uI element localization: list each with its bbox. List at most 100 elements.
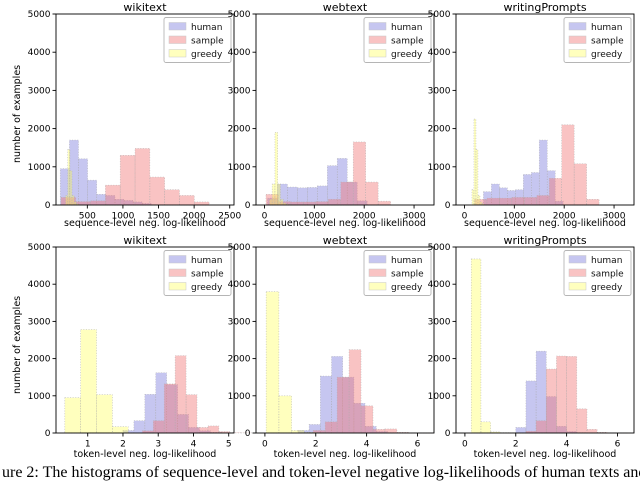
histogram-bar (150, 177, 165, 205)
y-tick-label: 0 (45, 429, 51, 439)
legend-swatch-greedy (169, 50, 186, 58)
legend-swatch-greedy (369, 283, 386, 291)
legend-label-greedy: greedy (391, 283, 423, 293)
histogram-bar (328, 199, 340, 205)
histogram-bar (471, 259, 481, 433)
y-tick-label: 0 (45, 201, 51, 211)
histogram-bar (587, 199, 599, 205)
histogram-bar (186, 395, 197, 433)
y-tick-label: 0 (245, 201, 251, 211)
histogram-bar (353, 142, 365, 205)
y-tick-label: 2000 (228, 355, 251, 365)
y-tick-label: 1000 (428, 392, 451, 402)
x-axis-label-seq-writingprompts: sequence-level neg. log-likelihood (456, 218, 634, 229)
legend-label-human: human (391, 23, 422, 33)
histogram-bar (316, 202, 328, 205)
histogram-bar (175, 356, 186, 433)
y-tick-label: 1000 (428, 163, 451, 173)
histogram-bar (567, 356, 577, 433)
histogram-bar (194, 202, 209, 205)
histogram-bar (291, 202, 303, 205)
legend-swatch-human (569, 23, 586, 31)
x-axis-label-seq-webtext: sequence-level neg. log-likelihood (256, 218, 434, 229)
histogram-bar (179, 195, 194, 205)
y-tick-label: 4000 (428, 48, 451, 58)
histogram-bar (562, 125, 574, 205)
x-tick-label: 2 (513, 440, 519, 450)
legend-swatch-human (169, 23, 186, 31)
y-tick-label: 3000 (428, 86, 451, 96)
y-tick-label: 3000 (228, 86, 251, 96)
plot-title-seq-webtext: webtext (256, 1, 434, 14)
plot-title-tok-writingprompts: writingPrompts (456, 234, 634, 247)
histogram-bar (524, 197, 536, 205)
legend-label-greedy: greedy (591, 283, 623, 293)
histogram-bar (197, 427, 208, 433)
histogram-bar (537, 195, 549, 205)
y-tick-label: 4000 (228, 48, 251, 58)
legend-label-human: human (391, 256, 422, 266)
y-tick-label: 4000 (28, 48, 51, 58)
histogram-bar (480, 202, 482, 205)
histogram-bar (361, 406, 373, 433)
histogram-bar (574, 164, 586, 205)
legend-label-greedy: greedy (591, 50, 623, 60)
legend-label-greedy: greedy (191, 283, 223, 293)
histogram-bar (208, 426, 219, 433)
x-tick-label: 4 (364, 440, 370, 450)
histogram-bar (97, 395, 113, 433)
legend-swatch-greedy (169, 283, 186, 291)
histogram-bar (536, 421, 546, 433)
histogram-bar (487, 198, 499, 205)
x-tick-label: 3 (155, 440, 161, 450)
histogram-bar (278, 184, 281, 205)
legend-swatch-greedy (569, 283, 586, 291)
y-tick-label: 5000 (428, 243, 451, 253)
legend-label-greedy: greedy (191, 50, 223, 60)
histogram-bar (66, 195, 68, 205)
histogram-bar (74, 202, 76, 205)
x-tick-label: 4 (191, 440, 197, 450)
legend-swatch-greedy (569, 50, 586, 58)
histogram-bar (481, 422, 491, 433)
legend-swatch-sample (569, 36, 586, 44)
y-tick-label: 5000 (28, 10, 51, 20)
histogram-bar (556, 356, 566, 433)
y-tick-label: 3000 (28, 86, 51, 96)
histogram-bar (68, 150, 70, 205)
legend-swatch-human (369, 23, 386, 31)
y-tick-label: 2000 (428, 355, 451, 365)
y-tick-label: 4000 (28, 280, 51, 290)
histogram-bar (385, 429, 397, 433)
histogram-bar (499, 198, 511, 205)
y-tick-label: 0 (445, 201, 451, 211)
histogram-bar (373, 429, 385, 433)
histogram-bar (72, 195, 74, 205)
histogram-bar (275, 132, 278, 205)
histogram-bar (472, 190, 474, 205)
x-tick-label: 0 (262, 440, 268, 450)
histogram-bar (279, 396, 292, 433)
legend-label-human: human (591, 23, 622, 33)
x-tick-label: 4 (564, 440, 570, 450)
histogram-bar (112, 427, 128, 433)
y-tick-label: 3000 (428, 317, 451, 327)
legend-label-human: human (191, 23, 222, 33)
legend-swatch-sample (569, 269, 586, 277)
y-tick-label: 4000 (428, 280, 451, 290)
legend-swatch-sample (369, 36, 386, 44)
histogram-bar (378, 201, 390, 205)
histogram-bar (587, 429, 597, 433)
histogram-bar (120, 155, 135, 205)
y-tick-label: 5000 (428, 10, 451, 20)
legend-swatch-sample (369, 269, 386, 277)
y-tick-label: 0 (245, 429, 251, 439)
histogram-bar (476, 150, 478, 205)
y-tick-label: 4000 (228, 280, 251, 290)
histogram-bar (272, 184, 275, 205)
